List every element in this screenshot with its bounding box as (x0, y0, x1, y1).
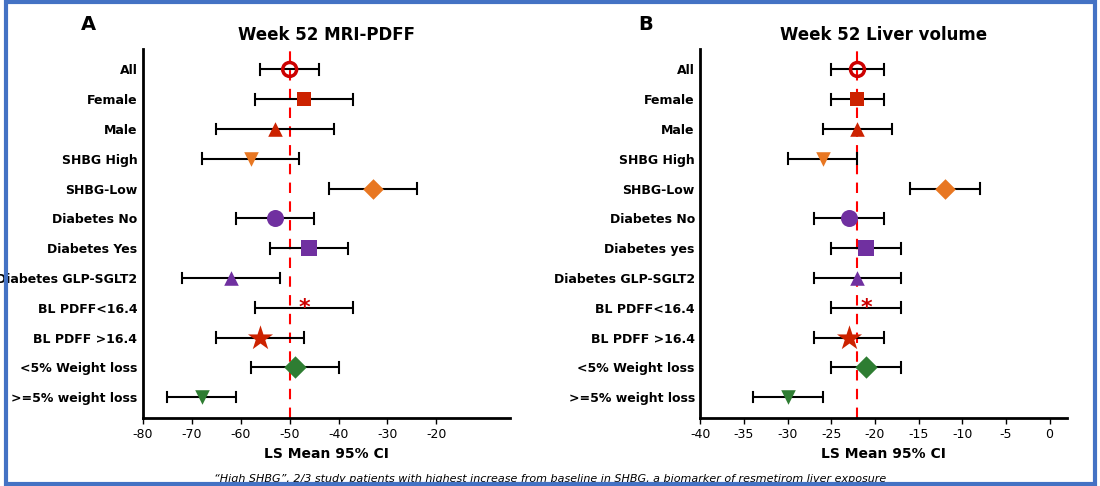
Point (296, 95, 314, 103)
Point (857, 364, 874, 371)
Text: *: * (860, 298, 872, 318)
Point (849, 125, 867, 133)
Point (222, 274, 240, 282)
Point (266, 214, 284, 222)
Text: *: * (298, 298, 310, 318)
Text: B: B (638, 15, 652, 34)
X-axis label: LS Mean 95% CI: LS Mean 95% CI (822, 447, 946, 461)
Point (266, 125, 284, 133)
Point (779, 393, 796, 401)
Point (252, 334, 270, 342)
X-axis label: LS Mean 95% CI: LS Mean 95% CI (264, 447, 388, 461)
Point (849, 274, 867, 282)
Point (840, 334, 858, 342)
Point (286, 364, 304, 371)
Point (192, 393, 210, 401)
Point (814, 155, 832, 163)
Point (840, 214, 858, 222)
Point (849, 66, 867, 73)
Point (300, 244, 318, 252)
Point (280, 66, 298, 73)
Title: Week 52 MRI-PDFF: Week 52 MRI-PDFF (238, 26, 415, 44)
Point (849, 95, 867, 103)
Text: “High SHBG”, 2/3 study patients with highest increase from baseline in SHBG, a b: “High SHBG”, 2/3 study patients with hig… (213, 473, 887, 484)
Point (242, 155, 260, 163)
Text: A: A (80, 15, 96, 34)
Point (857, 244, 874, 252)
Title: Week 52 Liver volume: Week 52 Liver volume (780, 26, 987, 44)
Point (936, 185, 954, 192)
Point (364, 185, 382, 192)
